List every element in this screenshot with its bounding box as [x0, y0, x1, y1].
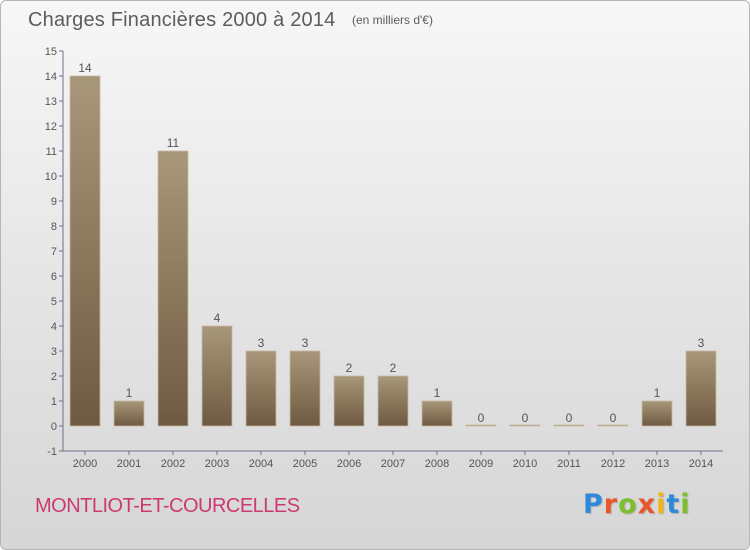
bar — [465, 424, 497, 427]
y-tick-label: -1 — [47, 446, 57, 458]
bar — [377, 375, 409, 427]
logo-letter: P — [583, 489, 604, 520]
logo-letter: t — [666, 489, 681, 520]
bar-value-label: 0 — [478, 411, 485, 425]
y-tick-label: 8 — [51, 221, 57, 233]
bar — [685, 350, 717, 427]
y-tick-label: 3 — [51, 346, 57, 358]
bar-value-label: 0 — [566, 411, 573, 425]
y-tick-label: 1 — [51, 396, 57, 408]
chart-title: Charges Financières 2000 à 2014 — [28, 9, 336, 31]
x-tick-label: 2001 — [117, 458, 141, 470]
x-tick-label: 2011 — [557, 458, 581, 470]
bar — [553, 424, 585, 427]
bar — [333, 375, 365, 427]
proxiti-logo[interactable]: Proxiti — [583, 489, 691, 520]
bar — [421, 400, 453, 427]
bar-value-label: 3 — [258, 336, 265, 350]
y-tick-label: 13 — [45, 96, 57, 108]
bar-value-label: 14 — [78, 61, 92, 75]
y-tick-label: 4 — [51, 321, 57, 333]
y-tick-label: 9 — [51, 196, 57, 208]
bar-value-label: 4 — [214, 311, 221, 325]
bar — [641, 400, 673, 427]
y-tick-label: 14 — [45, 71, 57, 83]
x-tick-label: 2008 — [425, 458, 449, 470]
logo-letter: o — [618, 489, 638, 520]
bar-value-label: 0 — [522, 411, 529, 425]
x-axis: 2000 2001 2002 2003 2004 2005 2006 2007 2008 2009… — [63, 450, 723, 470]
x-tick-label: 2003 — [205, 458, 229, 470]
x-tick-label: 2007 — [381, 458, 405, 470]
bar-value-label: 2 — [346, 361, 353, 375]
x-tick-label: 2012 — [601, 458, 625, 470]
x-tick-label: 2010 — [513, 458, 537, 470]
bar — [113, 400, 145, 427]
bar-value-label: 3 — [302, 336, 309, 350]
x-tick-label: 2013 — [645, 458, 669, 470]
bar — [69, 75, 101, 427]
bar-value-label: 2 — [390, 361, 397, 375]
y-tick-label: 5 — [51, 296, 57, 308]
y-tick-label: 10 — [45, 171, 57, 183]
logo-letter: r — [603, 489, 619, 520]
y-tick-label: 6 — [51, 271, 57, 283]
bar-value-label: 1 — [434, 386, 441, 400]
bar-value-label: 11 — [167, 136, 180, 150]
chart-subtitle: (en milliers d'€) — [352, 13, 433, 27]
logo-letter: i — [680, 489, 691, 520]
bar-value-label: 1 — [126, 386, 133, 400]
y-tick-label: 0 — [51, 421, 57, 433]
bar — [597, 424, 629, 427]
x-tick-label: 2000 — [73, 458, 97, 470]
y-tick-label: 7 — [51, 246, 57, 258]
logo-letter: x — [637, 489, 657, 520]
bar — [289, 350, 321, 427]
bar-value-label: 3 — [698, 336, 705, 350]
bar — [201, 325, 233, 427]
bar-value-label: 0 — [610, 411, 617, 425]
x-tick-label: 2005 — [293, 458, 317, 470]
bar — [157, 150, 189, 427]
y-tick-label: 11 — [46, 146, 57, 158]
y-tick-label: 12 — [45, 121, 57, 133]
y-tick-label: 15 — [45, 46, 57, 58]
y-tick-label: 2 — [51, 371, 57, 383]
bar — [245, 350, 277, 427]
logo-letter: i — [656, 489, 667, 520]
x-tick-label: 2009 — [469, 458, 493, 470]
x-tick-label: 2014 — [689, 458, 713, 470]
x-tick-label: 2006 — [337, 458, 361, 470]
bar-value-label: 1 — [654, 386, 661, 400]
x-tick-label: 2002 — [161, 458, 185, 470]
bar — [509, 424, 541, 427]
x-tick-label: 2004 — [249, 458, 273, 470]
commune-name: MONTLIOT-ET-COURCELLES — [35, 495, 300, 517]
